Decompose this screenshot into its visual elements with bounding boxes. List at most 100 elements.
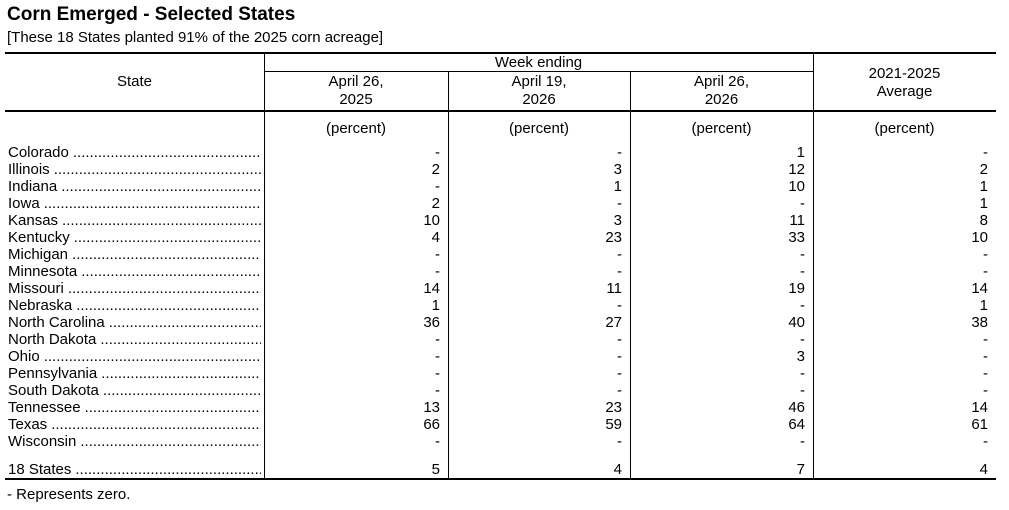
state-name: Ohio [8, 348, 40, 365]
column-header-apr19-2026: April 19, 2026 [511, 73, 567, 108]
table-row: Colorado - - 1 - [5, 144, 996, 161]
value-cell: - [983, 365, 988, 382]
value-cell: 27 [605, 314, 622, 331]
value-cell: 1 [979, 178, 988, 195]
state-cell: 18 States [5, 461, 264, 478]
value-cell: - [983, 348, 988, 365]
value-cell: 2 [431, 195, 440, 212]
state-cell: Texas [5, 416, 264, 433]
value-cell: 66 [423, 416, 440, 433]
value-cell: 1 [431, 297, 440, 314]
table-row: Kansas 10 3 11 8 [5, 212, 996, 229]
col1-divider [448, 71, 449, 480]
state-name: Wisconsin [8, 433, 77, 450]
unit-label: (percent) [874, 119, 935, 137]
dot-leader [101, 365, 261, 382]
value-cell: 1 [613, 178, 622, 195]
value-cell: - [617, 365, 622, 382]
value-cell: - [617, 331, 622, 348]
dot-leader [109, 314, 261, 331]
dot-leader [44, 195, 261, 212]
value-cell: - [617, 195, 622, 212]
table-row: Texas 66 59 64 61 [5, 416, 996, 433]
value-cell: - [435, 382, 440, 399]
value-cell: 11 [789, 212, 805, 229]
state-name: Nebraska [8, 297, 73, 314]
state-cell: Tennessee [5, 399, 264, 416]
table-row: Nebraska 1 - - 1 [5, 297, 996, 314]
state-name: South Dakota [8, 382, 99, 399]
table-row: North Dakota - - - - [5, 331, 996, 348]
state-cell: Wisconsin [5, 433, 264, 450]
header-bottom-rule [5, 110, 996, 112]
value-cell: 11 [606, 280, 622, 297]
state-name: Minnesota [8, 263, 78, 280]
table-row: South Dakota - - - - [5, 382, 996, 399]
dot-leader [75, 461, 261, 478]
column-header-apr26-2026: April 26, 2026 [693, 73, 750, 108]
column-header-average: 2021-2025 Average [868, 65, 941, 100]
value-cell: - [983, 331, 988, 348]
table-row: Missouri 14 11 19 14 [5, 280, 996, 297]
state-cell: North Dakota [5, 331, 264, 348]
table-top-rule [5, 52, 996, 54]
value-cell: 3 [796, 348, 805, 365]
table-row: Illinois 2 3 12 2 [5, 161, 996, 178]
value-cell: 4 [431, 229, 440, 246]
table-row: Tennessee 13 23 46 14 [5, 399, 996, 416]
value-cell: 2 [979, 161, 988, 178]
week-ending-header: Week ending [494, 53, 583, 71]
state-cell: North Carolina [5, 314, 264, 331]
value-cell: - [983, 263, 988, 280]
value-cell: 14 [971, 399, 988, 416]
value-cell: 5 [431, 461, 440, 478]
state-name: Indiana [8, 178, 58, 195]
value-cell: 14 [423, 280, 440, 297]
value-cell: 33 [788, 229, 805, 246]
dot-leader [61, 178, 261, 195]
state-col-divider [264, 52, 265, 480]
value-cell: 12 [788, 161, 805, 178]
page-subtitle: [These 18 States planted 91% of the 2025… [7, 29, 384, 46]
table-row: Kentucky 4 23 33 10 [5, 229, 996, 246]
value-cell: 64 [788, 416, 805, 433]
value-cell: - [983, 433, 988, 450]
state-cell: Minnesota [5, 263, 264, 280]
state-name: Tennessee [8, 399, 81, 416]
value-cell: 4 [613, 461, 622, 478]
value-cell: - [800, 246, 805, 263]
table-row: Indiana - 1 10 1 [5, 178, 996, 195]
state-cell: Iowa [5, 195, 264, 212]
state-name: Michigan [8, 246, 69, 263]
dot-leader [68, 280, 261, 297]
state-cell: Ohio [5, 348, 264, 365]
value-cell: 2 [431, 161, 440, 178]
value-cell: - [617, 382, 622, 399]
footnote: - Represents zero. [7, 486, 131, 503]
value-cell: - [435, 178, 440, 195]
dot-leader [85, 399, 261, 416]
value-cell: 4 [979, 461, 988, 478]
value-cell: - [617, 144, 622, 161]
dot-leader [73, 144, 261, 161]
dot-leader [103, 382, 261, 399]
value-cell: 13 [423, 399, 440, 416]
value-cell: 3 [613, 161, 622, 178]
state-name: Illinois [8, 161, 50, 178]
value-cell: - [800, 382, 805, 399]
state-name: Kentucky [8, 229, 70, 246]
state-cell: Illinois [5, 161, 264, 178]
value-cell: - [983, 144, 988, 161]
value-cell: - [800, 365, 805, 382]
value-cell: 7 [796, 461, 805, 478]
state-cell: Kansas [5, 212, 264, 229]
state-name: Texas [8, 416, 48, 433]
value-cell: - [617, 433, 622, 450]
value-cell: - [800, 195, 805, 212]
state-column-header: State [116, 72, 153, 90]
value-cell: 36 [423, 314, 440, 331]
dot-leader [51, 416, 261, 433]
value-cell: 3 [613, 212, 622, 229]
state-cell: Pennsylvania [5, 365, 264, 382]
value-cell: - [617, 297, 622, 314]
